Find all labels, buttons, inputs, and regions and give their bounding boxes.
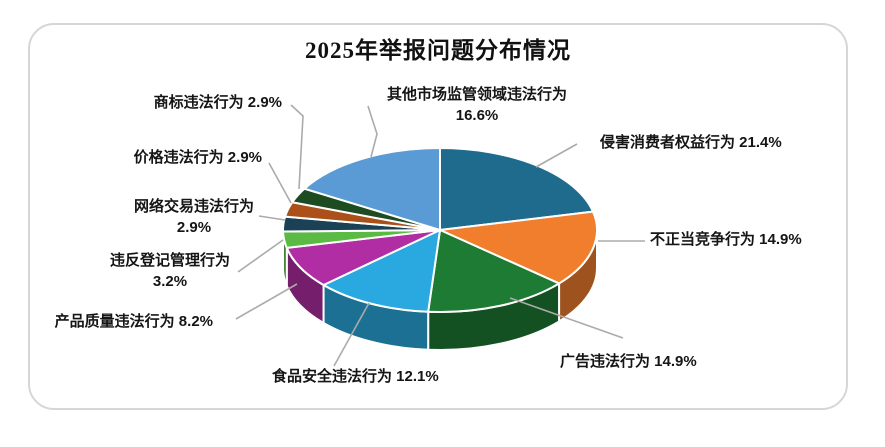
leader-line-online-trading-violation [258,215,286,221]
slice-label-product-quality-violation: 产品质量违法行为 8.2% [55,311,213,332]
slice-label-line: 3.2% [152,273,188,290]
slice-label-line: 产品质量违法行为 8.2% [54,313,213,330]
slice-label-other-market-regulation: 其他市场监管领域违法行为 16.6% [387,84,567,126]
slice-label-line: 16.6% [455,107,499,124]
chart-frame [28,23,848,410]
leader-line-product-quality-violation [235,283,298,320]
slice-label-advertising-violation: 广告违法行为 14.9% [560,351,697,372]
leader-line-food-safety-violation [333,302,370,367]
leader-line-trademark-violation [290,104,304,190]
pie-slice-advertising-violation [427,229,561,313]
slice-label-line: 网络交易违法行为 [133,198,255,215]
slice-label-line: 其他市场监管领域违法行为 [386,86,568,103]
slice-label-trademark-violation: 商标违法行为 2.9% [154,92,282,113]
leader-line-consumer-rights-infringement [535,143,578,168]
slice-label-consumer-rights-infringement: 侵害消费者权益行为 21.4% [600,132,782,153]
pie-slice-other-market-regulation [303,147,441,231]
slice-label-line: 2.9% [176,219,212,236]
slice-label-registration-violation: 违反登记管理行为 3.2% [110,250,230,292]
leader-line-advertising-violation [509,297,624,339]
leader-line-price-violation [268,162,292,204]
slice-label-line: 侵害消费者权益行为 21.4% [600,134,782,151]
slice-label-line: 食品安全违法行为 12.1% [272,368,439,385]
chart-title: 2025年举报问题分布情况 [305,38,571,63]
slice-label-food-safety-violation: 食品安全违法行为 12.1% [272,366,439,387]
pie-slice-unfair-competition [439,210,598,285]
slice-label-line: 价格违法行为 2.9% [133,149,262,166]
slice-label-line: 不正当竞争行为 14.9% [650,231,802,248]
leader-line-other-market-regulation [367,105,378,158]
leader-line-registration-violation [237,239,284,273]
pie-slice-food-safety-violation [322,229,441,313]
slice-label-unfair-competition: 不正当竞争行为 14.9% [650,229,802,250]
slice-label-line: 广告违法行为 14.9% [560,353,697,370]
slice-label-line: 商标违法行为 2.9% [153,94,282,111]
slice-label-line: 违反登记管理行为 [109,252,231,269]
slice-label-online-trading-violation: 网络交易违法行为 2.9% [134,196,254,238]
slice-label-price-violation: 价格违法行为 2.9% [134,147,262,168]
